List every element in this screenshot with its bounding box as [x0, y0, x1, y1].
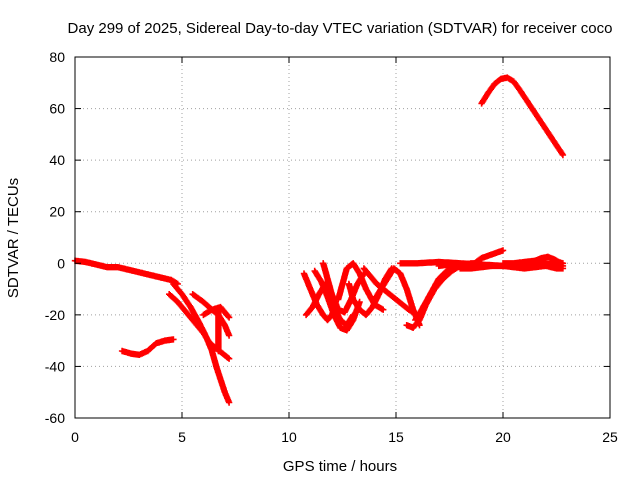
- series-track-22: [478, 74, 567, 159]
- axis-ticks: 0 5 10 15 20 25 -60 -40 -20 0 20 40 60 80: [45, 49, 618, 445]
- y-tick-label: -20: [45, 307, 65, 323]
- x-tick-label: 15: [388, 429, 404, 445]
- x-tick-label: 5: [178, 429, 186, 445]
- series-track-7: [118, 336, 177, 358]
- x-tick-label: 10: [281, 429, 297, 445]
- y-axis-label: SDTVAR / TECUs: [5, 178, 22, 298]
- x-tick-label: 25: [602, 429, 618, 445]
- chart-title: Day 299 of 2025, Sidereal Day-to-day VTE…: [68, 20, 613, 37]
- series-markers: [478, 74, 567, 159]
- series-track-6: [215, 306, 222, 355]
- data-series: [71, 74, 567, 406]
- x-tick-label: 0: [71, 429, 79, 445]
- series-track-10: [311, 267, 363, 334]
- series-markers: [118, 336, 177, 358]
- y-tick-label: 80: [49, 49, 65, 65]
- y-tick-label: 0: [57, 255, 65, 271]
- grid-lines: [75, 57, 610, 418]
- series-markers: [71, 257, 181, 288]
- plot-frame: [74, 56, 611, 419]
- x-tick-label: 20: [495, 429, 511, 445]
- x-axis-label: GPS time / hours: [283, 458, 397, 475]
- series-track-21: [499, 253, 567, 267]
- y-tick-label: 60: [49, 101, 65, 117]
- y-tick-label: -60: [45, 410, 65, 426]
- y-tick-label: 20: [49, 204, 65, 220]
- series-track-1: [71, 257, 181, 288]
- series-markers: [215, 306, 222, 355]
- y-tick-label: -40: [45, 358, 65, 374]
- y-tick-label: 40: [49, 152, 65, 168]
